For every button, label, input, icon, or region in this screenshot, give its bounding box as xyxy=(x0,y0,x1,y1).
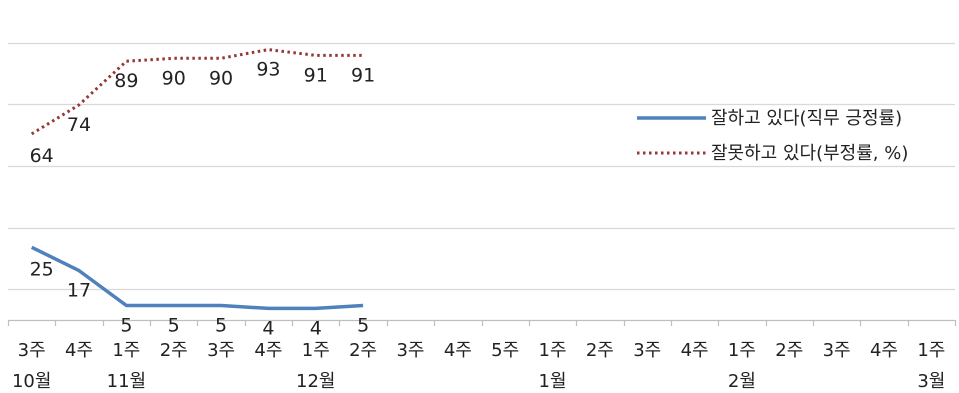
data-label: 64 xyxy=(30,145,54,167)
x-tick-label-week: 3주 xyxy=(207,340,235,361)
x-tick-label-week: 4주 xyxy=(444,340,472,361)
data-label: 5 xyxy=(215,314,227,336)
data-label: 4 xyxy=(310,317,322,339)
x-tick-label-month: 3월 xyxy=(917,371,945,392)
x-tick-label-week: 4주 xyxy=(65,340,93,361)
legend-label-2: 잘못하고 있다(부정률, %) xyxy=(711,143,908,164)
data-label: 89 xyxy=(114,70,138,92)
data-label: 4 xyxy=(262,317,274,339)
x-tick-label-month: 2월 xyxy=(728,371,756,392)
x-tick-label-week: 2주 xyxy=(775,340,803,361)
x-tick-label-week: 1주 xyxy=(728,340,756,361)
data-label: 5 xyxy=(168,314,180,336)
x-tick-label-week: 4주 xyxy=(681,340,709,361)
x-axis: 3주 4주 1주 2주 3주 4주 1주 2주 3주 4주 5주 1주 2주 3주 4주 1주 2주 3주 4주 1주… xyxy=(7,319,957,392)
series-line-2 xyxy=(30,48,364,136)
x-tick-label-week: 4주 xyxy=(870,340,898,361)
x-tick-label-week: 4주 xyxy=(254,340,282,361)
data-label: 25 xyxy=(30,258,54,280)
x-tick-label-week: 3주 xyxy=(396,340,424,361)
x-tick-label-week: 5주 xyxy=(491,340,519,361)
data-label: 93 xyxy=(256,59,280,81)
data-label: 90 xyxy=(209,67,233,89)
legend: 잘하고 있다(직무 긍정률) 잘못하고 있다(부정률, %) xyxy=(637,108,908,164)
data-labels: 25 17 5 5 5 4 4 5 64 74 89 90 90 93 91 91 xyxy=(30,59,376,340)
series-lines xyxy=(30,48,364,311)
series-line-1 xyxy=(30,245,364,311)
legend-label-1: 잘하고 있다(직무 긍정률) xyxy=(711,108,902,129)
x-tick-label-week: 1주 xyxy=(539,340,567,361)
x-tick-label-week: 3주 xyxy=(823,340,851,361)
x-tick-label-month: 11월 xyxy=(107,371,146,392)
data-label: 17 xyxy=(67,280,91,302)
data-label: 5 xyxy=(357,314,369,336)
x-tick-label-week: 1주 xyxy=(302,340,330,361)
data-label: 5 xyxy=(120,314,132,336)
data-label: 91 xyxy=(351,64,375,86)
x-tick-label-week: 1주 xyxy=(917,340,945,361)
data-label: 74 xyxy=(67,114,91,136)
x-tick-label-month: 12월 xyxy=(296,371,335,392)
data-label: 91 xyxy=(304,64,328,86)
x-tick-label-week: 1주 xyxy=(112,340,140,361)
x-tick-label-week: 3주 xyxy=(633,340,661,361)
gridlines xyxy=(8,42,955,291)
x-tick-label-week: 2주 xyxy=(349,340,377,361)
x-tick-label-week: 2주 xyxy=(160,340,188,361)
data-label: 90 xyxy=(162,67,186,89)
x-tick-label-month: 10월 xyxy=(12,371,51,392)
x-tick-label-week: 2주 xyxy=(586,340,614,361)
x-tick-label-month: 1월 xyxy=(539,371,567,392)
x-tick-label-week: 3주 xyxy=(18,340,46,361)
